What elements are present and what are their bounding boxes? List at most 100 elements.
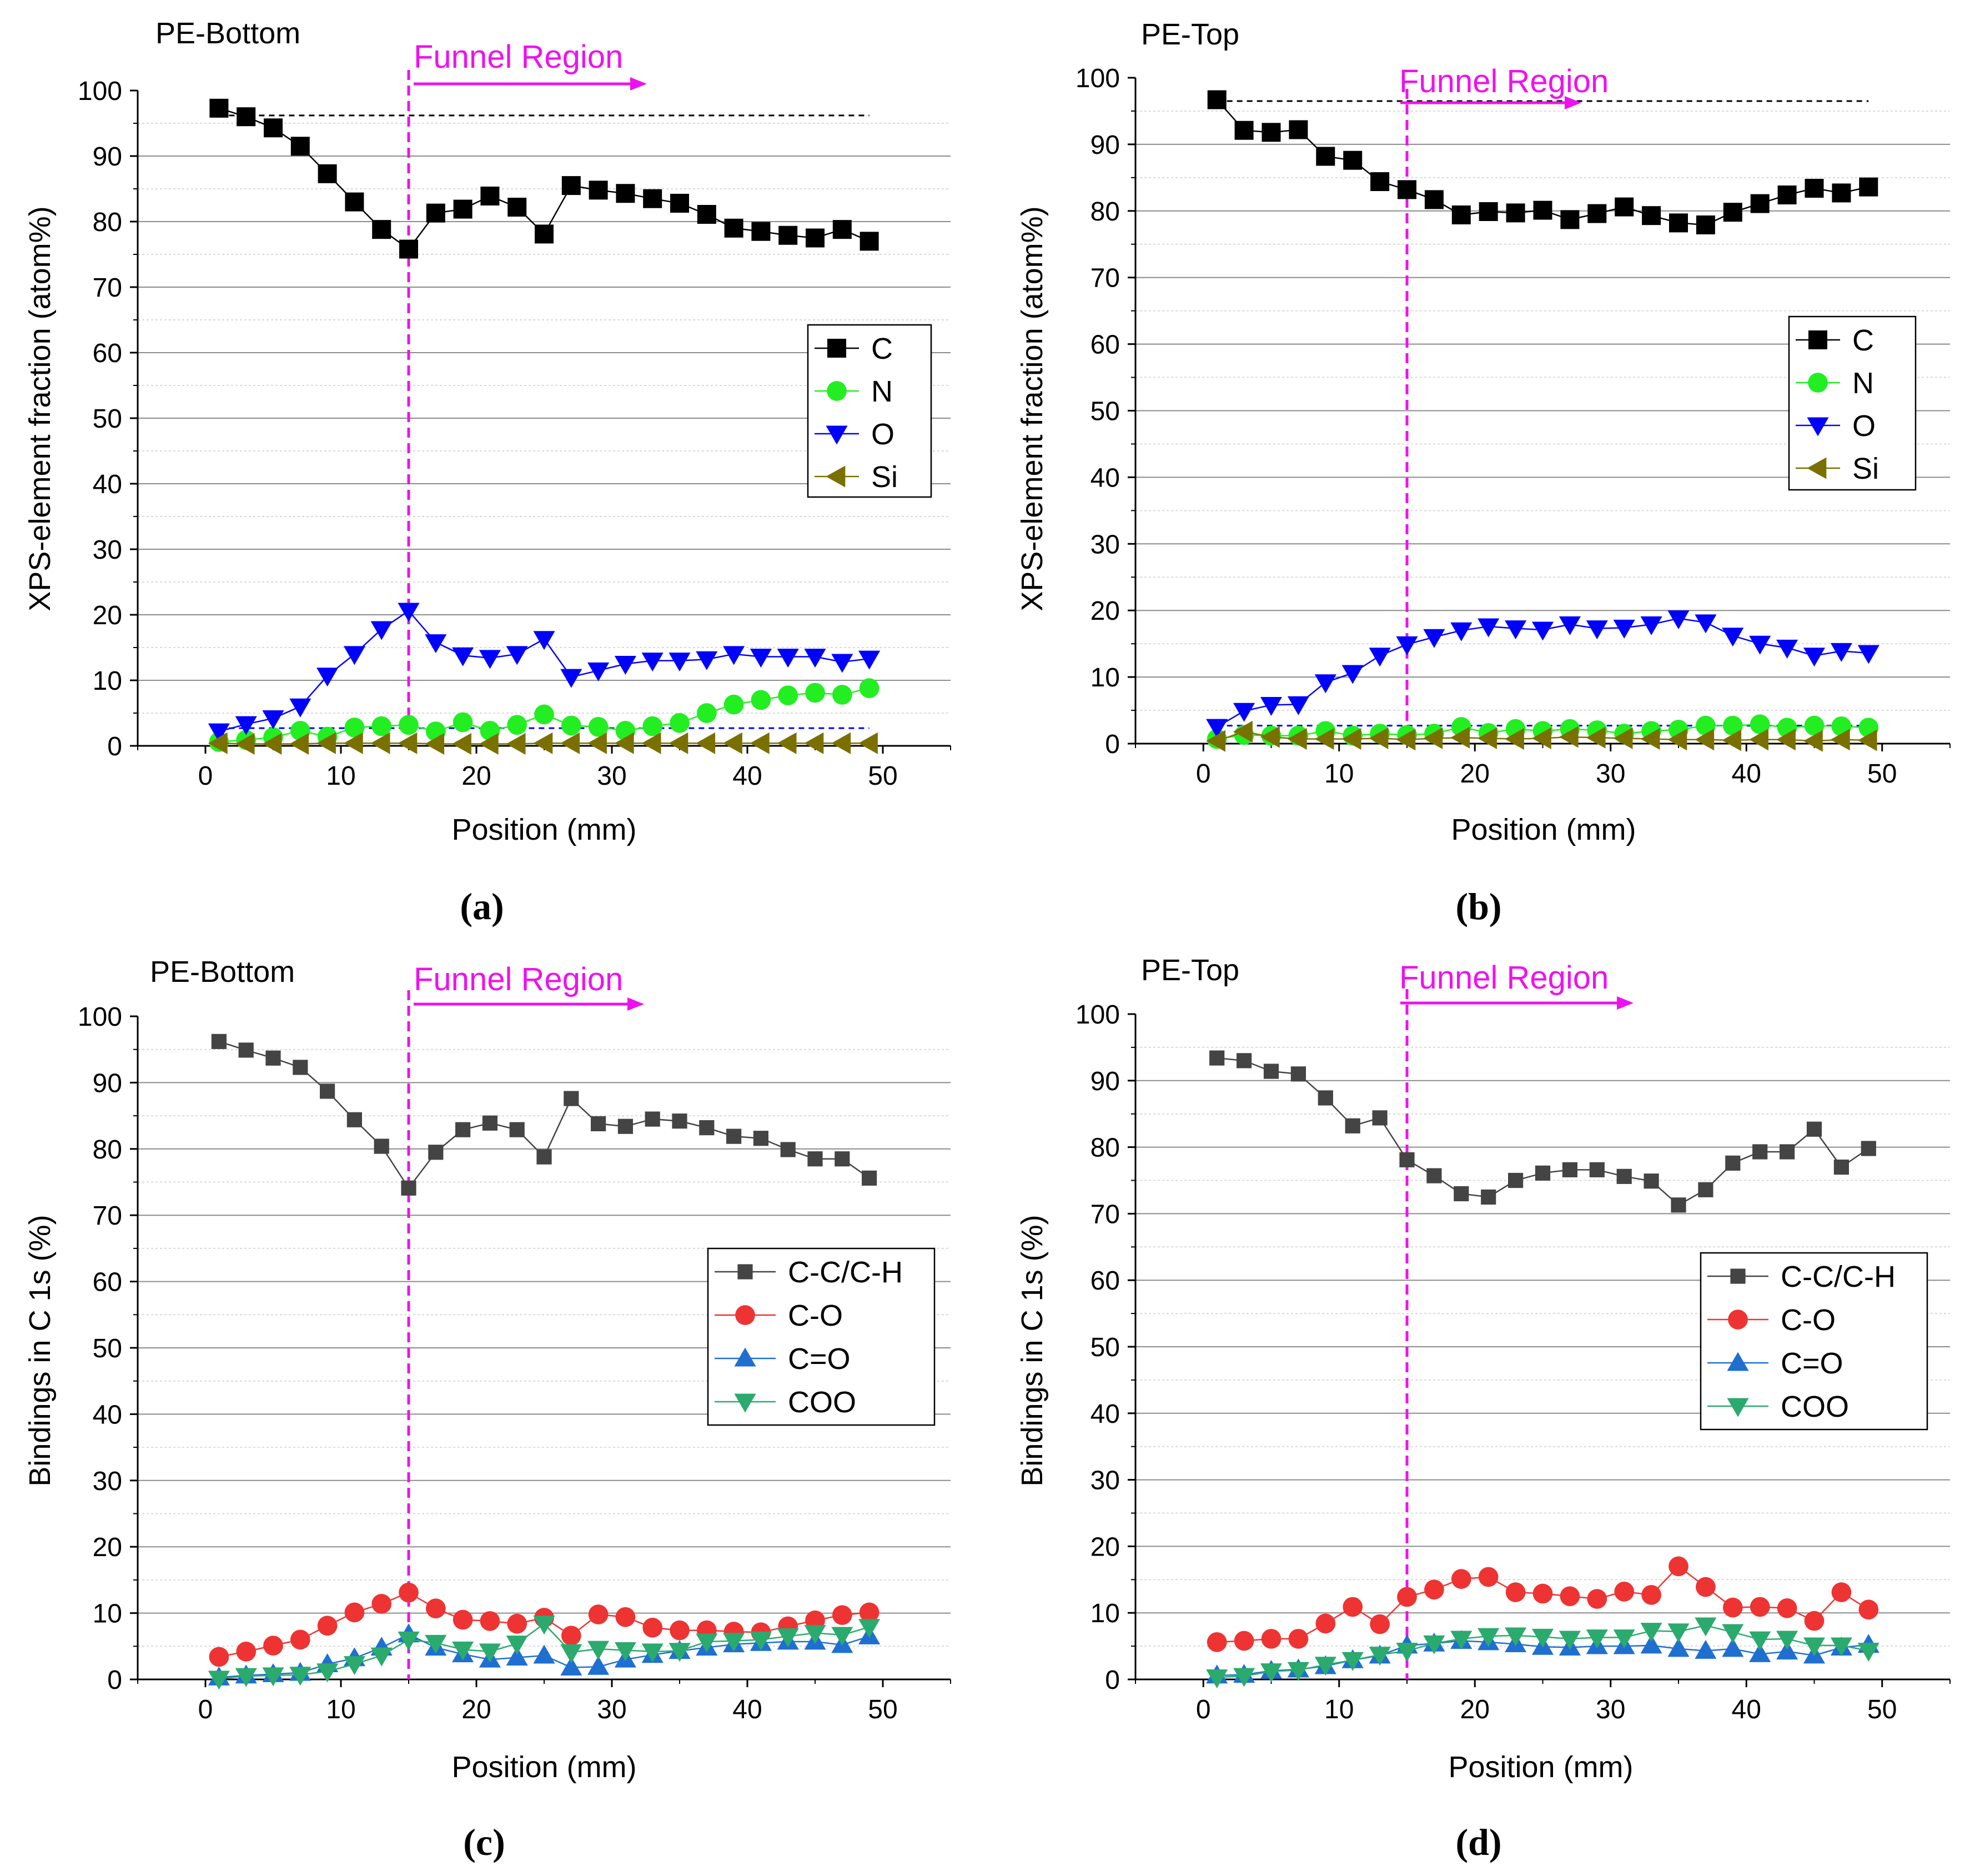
data-point	[723, 732, 742, 754]
data-point	[1722, 715, 1743, 736]
data-point	[1640, 1623, 1662, 1642]
data-point	[1727, 1352, 1749, 1371]
data-point	[399, 1582, 419, 1603]
data-point	[346, 1112, 362, 1127]
caption: (d)	[1455, 1821, 1501, 1863]
x-tick-label: 20	[461, 1695, 491, 1724]
legend-label: C-O	[788, 1299, 843, 1332]
data-point	[614, 1642, 636, 1662]
data-point	[1314, 1657, 1336, 1676]
data-point	[587, 732, 607, 754]
data-point	[591, 1116, 606, 1132]
data-point	[670, 193, 689, 213]
data-point	[1807, 417, 1829, 437]
data-point	[263, 1636, 283, 1656]
data-point	[1424, 1579, 1444, 1600]
y-tick-label: 20	[1090, 596, 1120, 626]
data-point	[642, 1618, 663, 1638]
data-point	[670, 713, 690, 733]
y-tick-label: 50	[1090, 1333, 1120, 1362]
data-point	[371, 1594, 392, 1614]
data-point	[1614, 1582, 1635, 1602]
data-point	[617, 1118, 633, 1134]
data-point	[1667, 729, 1687, 751]
data-point	[1533, 200, 1552, 220]
data-point	[1424, 190, 1444, 209]
data-point	[536, 1149, 552, 1165]
legend: CNO Si	[1788, 315, 1917, 491]
caption: (a)	[460, 885, 504, 927]
data-point	[827, 339, 846, 358]
data-point	[1560, 1586, 1580, 1607]
data-point	[211, 1034, 227, 1049]
data-point	[238, 1042, 254, 1058]
data-point	[827, 381, 847, 401]
data-point	[1289, 120, 1308, 139]
y-axis-label: Bindings in C 1s (%)	[23, 1215, 57, 1486]
y-axis-label: XPS-element fraction (atom%)	[1016, 206, 1049, 611]
data-point	[208, 1671, 230, 1690]
data-point	[826, 465, 846, 488]
data-point	[1830, 643, 1852, 662]
data-point	[1698, 1182, 1713, 1197]
data-point	[807, 1151, 823, 1167]
x-axis-label: Position (mm)	[1448, 1750, 1633, 1784]
legend: CNO Si	[807, 324, 932, 498]
data-point	[1397, 1587, 1417, 1607]
x-tick-label: 40	[1732, 759, 1761, 789]
data-point	[455, 1122, 471, 1137]
data-point	[235, 1668, 257, 1687]
series-c-c-c-h	[1209, 1050, 1876, 1213]
data-point	[1341, 1652, 1364, 1671]
data-point	[806, 228, 825, 248]
data-point	[1287, 696, 1309, 715]
funnel-arrow-head	[627, 997, 644, 1011]
data-point	[1749, 1643, 1771, 1662]
y-tick-label: 50	[93, 1334, 122, 1363]
data-point	[1780, 1144, 1795, 1160]
data-point	[734, 1347, 756, 1367]
panel-title: PE-Top	[1141, 954, 1239, 987]
y-tick-label: 80	[1090, 1133, 1120, 1163]
data-point	[1369, 648, 1391, 667]
data-point	[1451, 1569, 1471, 1589]
data-point	[344, 718, 365, 738]
y-tick-label: 10	[93, 666, 122, 696]
data-point	[751, 690, 771, 710]
data-point	[370, 1647, 393, 1667]
data-point	[1481, 1189, 1496, 1205]
data-point	[208, 732, 228, 754]
data-point	[1777, 185, 1797, 205]
series-c-o	[1207, 1556, 1879, 1652]
y-tick-label: 60	[93, 339, 122, 368]
data-point	[1560, 210, 1580, 229]
data-point	[804, 649, 826, 668]
data-point	[1644, 1173, 1659, 1189]
x-tick-label: 50	[868, 761, 897, 791]
data-point	[262, 733, 282, 755]
data-point	[1803, 1637, 1826, 1657]
data-point	[1831, 1582, 1852, 1602]
series-c	[1207, 90, 1878, 234]
data-point	[479, 733, 499, 755]
data-point	[479, 650, 501, 669]
data-point	[452, 1641, 474, 1661]
data-point	[208, 723, 230, 743]
data-point	[560, 1644, 582, 1663]
data-point	[1804, 715, 1825, 736]
data-point	[1722, 1597, 1743, 1618]
data-point	[428, 1145, 444, 1160]
data-point	[564, 1091, 579, 1106]
series-o	[208, 603, 881, 743]
data-point	[1535, 1165, 1551, 1181]
data-point	[723, 1633, 745, 1652]
data-point	[858, 1619, 881, 1638]
data-point	[320, 1084, 335, 1099]
data-point	[1728, 1310, 1748, 1330]
y-tick-label: 80	[1090, 197, 1120, 227]
data-point	[669, 1643, 691, 1662]
data-point	[588, 1604, 609, 1624]
data-point	[723, 646, 745, 665]
data-point	[587, 1656, 610, 1675]
